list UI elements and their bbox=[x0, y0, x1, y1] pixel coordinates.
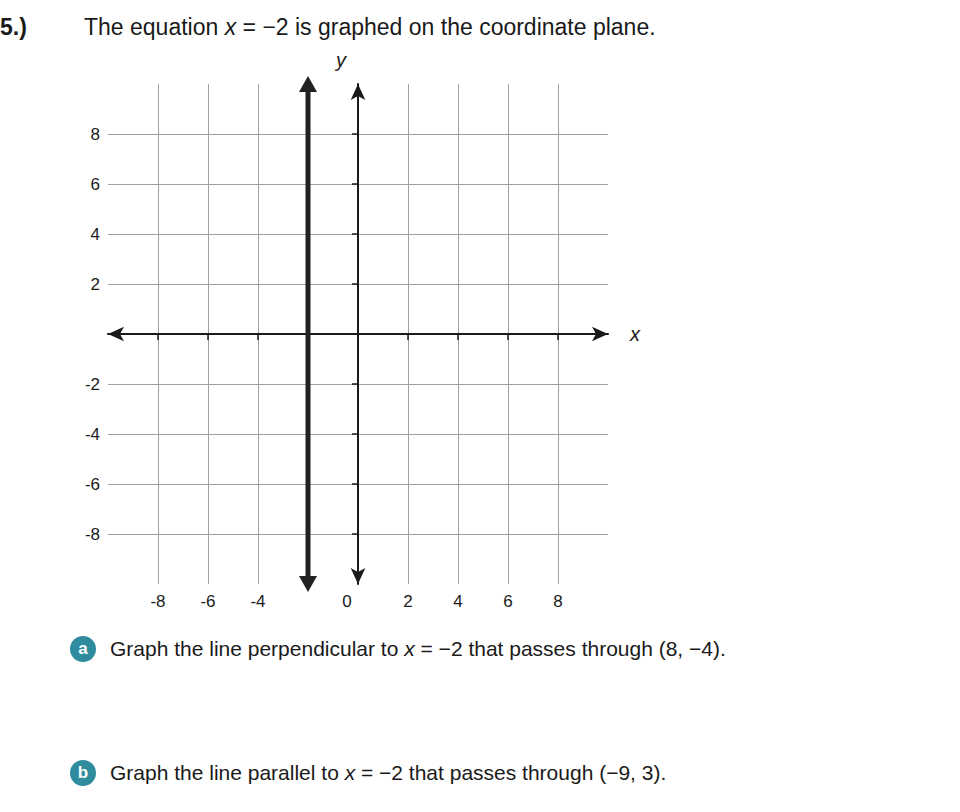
svg-text:x: x bbox=[629, 323, 641, 345]
svg-text:2: 2 bbox=[403, 592, 412, 611]
svg-text:6: 6 bbox=[91, 175, 100, 194]
html-text:Graph the line parallel to x =: Graph the line parallel to x = −2 that p… bbox=[110, 761, 667, 784]
html-text:Graph the line perpendicular t: Graph the line perpendicular to x = −2 t… bbox=[110, 637, 726, 660]
svg-text:8: 8 bbox=[553, 592, 562, 611]
svg-text:-4: -4 bbox=[250, 592, 265, 611]
html-text:The equation x = −2 is graphed: The equation x = −2 is graphed on the co… bbox=[84, 14, 656, 40]
svg-text:-6: -6 bbox=[200, 592, 215, 611]
html-text:b: b bbox=[77, 763, 89, 782]
svg-text:-6: -6 bbox=[85, 475, 100, 494]
svg-text:0: 0 bbox=[342, 592, 351, 611]
svg-text:y: y bbox=[334, 49, 347, 71]
svg-text:-8: -8 bbox=[150, 592, 165, 611]
svg-text:4: 4 bbox=[91, 225, 100, 244]
svg-text:-8: -8 bbox=[85, 525, 100, 544]
svg-text:4: 4 bbox=[453, 592, 462, 611]
svg-text:6: 6 bbox=[503, 592, 512, 611]
svg-text:2: 2 bbox=[91, 275, 100, 294]
svg-text:8: 8 bbox=[91, 125, 100, 144]
html-text:5.): 5.) bbox=[0, 14, 27, 40]
svg-text:-2: -2 bbox=[85, 375, 100, 394]
html-text:a: a bbox=[78, 639, 88, 658]
svg-text:-4: -4 bbox=[85, 425, 100, 444]
